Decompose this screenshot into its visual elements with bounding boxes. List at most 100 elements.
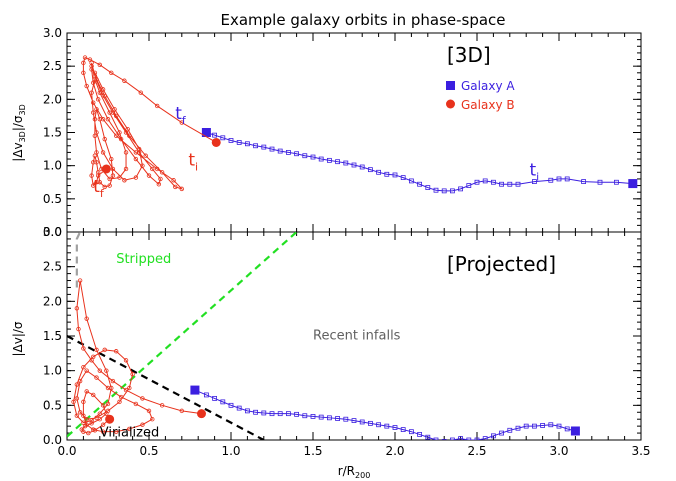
galaxy-a-point (433, 187, 439, 193)
galaxy-b-point (94, 347, 99, 353)
galaxy-a-point (458, 186, 464, 192)
galaxy-b-point (118, 136, 124, 142)
bottom-x-tick-label: 0.5 (139, 444, 158, 458)
galaxy-b-point (125, 126, 130, 132)
galaxy-a-point (614, 179, 619, 185)
galaxy-b-point (140, 163, 145, 168)
legend-galaxy-a-marker (446, 81, 455, 90)
galaxy-a-point (532, 423, 537, 429)
galaxy-b-point (130, 371, 135, 377)
bottom-x-tick-label: 2.0 (385, 444, 404, 458)
galaxy-a-point (343, 160, 349, 166)
galaxy-b-point (89, 90, 94, 95)
galaxy-b-point (77, 410, 83, 415)
galaxy-a-point (540, 423, 545, 428)
galaxy-b-point (105, 117, 111, 122)
galaxy-b-point (74, 396, 80, 401)
galaxy-b-point (154, 103, 160, 109)
galaxy-a-point (285, 149, 291, 155)
galaxy-b-point (171, 178, 176, 183)
galaxy-b-point (127, 385, 132, 391)
galaxy-b-point (122, 78, 127, 83)
galaxy-a-point (384, 171, 390, 177)
galaxy-a-point (220, 135, 226, 141)
galaxy-b-point (140, 422, 145, 427)
galaxy-a-point (392, 172, 398, 178)
galaxy-a-point (310, 414, 316, 419)
top-y-axis-label: |Δv3D|/σ3D (11, 104, 27, 162)
galaxy-a-point (310, 154, 316, 160)
top-ylabel-sub2: 3D (18, 104, 27, 115)
bottom-y-tick-label: 1.0 (43, 364, 62, 378)
time-annotation: ti (529, 161, 539, 184)
galaxy-b-point (89, 418, 94, 423)
galaxy-b-point (107, 183, 112, 188)
galaxy-b-point (77, 278, 83, 283)
galaxy-b-point (87, 57, 93, 62)
time-annotation: ti (188, 151, 198, 174)
region-label: Stripped (116, 252, 171, 267)
bottom-y-tick-label: 2.0 (43, 294, 62, 308)
galaxy-b-point (113, 113, 119, 119)
top-y-tick-label: 0.5 (43, 192, 62, 206)
galaxy-b-point (117, 399, 122, 405)
galaxy-b-orbit-line (82, 56, 217, 190)
galaxy-b-point (100, 150, 106, 155)
galaxy-b-point (95, 97, 101, 102)
galaxy-b-point (82, 55, 88, 60)
galaxy-a-point (302, 413, 308, 419)
time-annotation: tf (175, 104, 187, 127)
galaxy-b-point (95, 173, 101, 178)
galaxy-b-point (110, 173, 116, 178)
galaxy-a-point (408, 429, 414, 435)
galaxy-b-point (74, 413, 80, 418)
galaxy-a-point (548, 422, 554, 428)
galaxy-a-point (367, 167, 373, 173)
galaxy-a-point (532, 179, 537, 184)
galaxy-b-point (81, 399, 86, 405)
galaxy-b-point (104, 411, 109, 416)
galaxy-b-point (97, 90, 102, 95)
top-ylabel-mid: |/σ (11, 115, 25, 131)
galaxy-a-point (564, 426, 570, 432)
galaxy-a-point (417, 181, 423, 187)
galaxy-b-point (100, 429, 106, 434)
galaxy-b-point (94, 180, 99, 185)
bottom-x-tick-label: 1.5 (303, 444, 322, 458)
galaxy-a-point (400, 175, 406, 181)
galaxy-b-point (110, 166, 116, 172)
galaxy-b-point (97, 411, 102, 416)
legend: Galaxy A Galaxy B (446, 79, 515, 112)
galaxy-b-point (94, 77, 99, 82)
galaxy-a-point (474, 437, 480, 440)
galaxy-a-point (212, 132, 218, 138)
top-y-tick-label: 1.0 (43, 159, 62, 173)
galaxy-b-endpoint (211, 137, 221, 147)
galaxy-b-point (100, 403, 106, 408)
bottom-panel-axes: 0.0 0.5 1.0 1.5 2.0 2.5 3.0 3.5 0.0 0.5 1.0 1.5 2.0 2… (43, 225, 651, 458)
galaxy-a-point (417, 432, 423, 437)
galaxy-a-point (425, 185, 431, 190)
galaxy-b-point (77, 378, 83, 384)
galaxy-b-point (107, 176, 112, 182)
galaxy-b-point (127, 133, 132, 139)
galaxy-a-point (384, 423, 390, 429)
galaxy-a-endpoint (570, 426, 580, 436)
galaxy-b-point (84, 316, 89, 321)
galaxy-a-point (294, 411, 300, 417)
galaxy-b-point (91, 160, 96, 165)
galaxy-b-point (143, 153, 148, 158)
galaxy-b-point (94, 130, 99, 135)
galaxy-b-point (150, 417, 155, 422)
bottom-y-tick-label: 1.5 (43, 329, 62, 343)
galaxy-b-point (89, 173, 94, 178)
galaxy-a-point (326, 157, 332, 163)
galaxy-a-point (556, 423, 562, 429)
galaxy-b-point (99, 90, 104, 95)
galaxy-b-point (123, 166, 129, 172)
galaxy-a-point (228, 402, 234, 408)
galaxy-a-point (269, 146, 275, 152)
galaxy-b-point (102, 136, 107, 142)
galaxy-a-point (523, 423, 529, 429)
galaxy-a-point (212, 395, 218, 401)
